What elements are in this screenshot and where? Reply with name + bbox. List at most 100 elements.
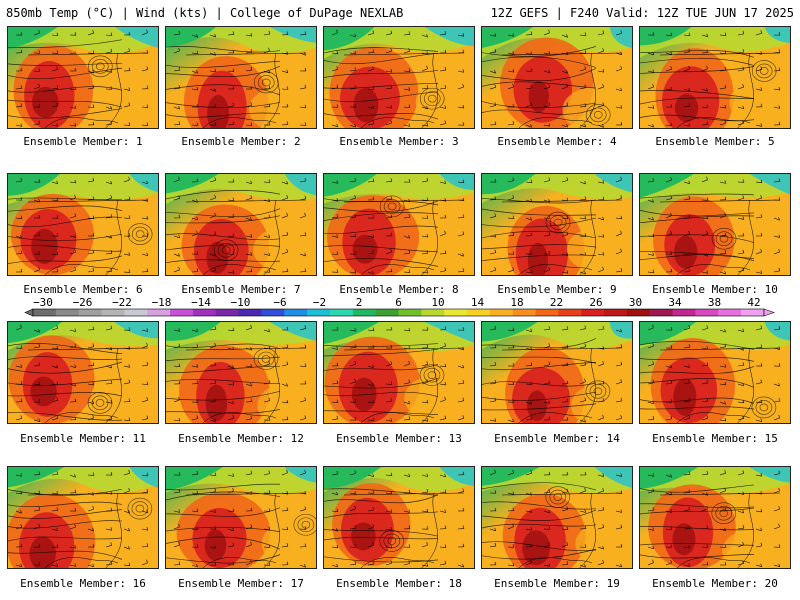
ensemble-map-2 — [165, 26, 317, 129]
colorbar-swatch — [604, 309, 628, 316]
ensemble-map-20 — [639, 466, 791, 569]
colorbar-tick-label: −6 — [273, 296, 286, 309]
ensemble-member-label: Ensemble Member: 17 — [178, 577, 304, 590]
ensemble-map-17 — [165, 466, 317, 569]
colorbar-swatch — [261, 309, 285, 316]
colorbar-swatch — [467, 309, 491, 316]
ensemble-member-label: Ensemble Member: 18 — [336, 577, 462, 590]
colorbar-swatch — [352, 309, 377, 316]
colorbar-swatch — [170, 309, 194, 316]
colorbar-tick-label: −14 — [191, 296, 211, 309]
colorbar-tick-label: 18 — [510, 296, 523, 309]
temperature-field-map — [166, 174, 316, 275]
ensemble-map-9 — [481, 173, 633, 276]
temperature-field-map — [324, 174, 474, 275]
ensemble-member-label: Ensemble Member: 1 — [23, 135, 143, 148]
colorbar-tick-label: 30 — [629, 296, 642, 309]
ensemble-member-label: Ensemble Member: 11 — [20, 432, 146, 445]
ensemble-member-label: Ensemble Member: 10 — [652, 283, 778, 296]
colorbar-swatch — [718, 309, 742, 316]
temperature-field-map — [324, 27, 474, 128]
ensemble-member-label: Ensemble Member: 15 — [652, 432, 778, 445]
temperature-field-map — [640, 322, 790, 423]
colorbar-tick-label: −10 — [231, 296, 251, 309]
colorbar-tick-label: 42 — [747, 296, 760, 309]
ensemble-member-label: Ensemble Member: 13 — [336, 432, 462, 445]
ensemble-map-5 — [639, 26, 791, 129]
ensemble-map-14 — [481, 321, 633, 424]
temperature-field-map — [166, 27, 316, 128]
ensemble-map-3 — [323, 26, 475, 129]
ensemble-member-label: Ensemble Member: 16 — [20, 577, 146, 590]
temperature-field-map — [166, 322, 316, 423]
colorbar-tick-label: 38 — [708, 296, 721, 309]
ensemble-map-7 — [165, 173, 317, 276]
colorbar-swatch — [192, 309, 217, 316]
colorbar-tick-label: 14 — [471, 296, 485, 309]
colorbar-swatch — [649, 309, 674, 316]
colorbar-right-arrow — [763, 308, 775, 317]
temperature-field-map — [8, 27, 158, 128]
header-left: 850mb Temp (°C) | Wind (kts) | College o… — [6, 6, 404, 20]
colorbar-swatch — [307, 309, 331, 316]
temperature-field-map — [640, 174, 790, 275]
temperature-field-map — [482, 467, 632, 568]
colorbar-tick-label: 6 — [395, 296, 402, 309]
colorbar-swatch — [124, 309, 148, 316]
colorbar-tick-label: 34 — [668, 296, 682, 309]
ensemble-map-1 — [7, 26, 159, 129]
ensemble-map-12 — [165, 321, 317, 424]
temperature-field-map — [482, 174, 632, 275]
ensemble-map-13 — [323, 321, 475, 424]
colorbar-swatch — [672, 309, 696, 316]
ensemble-member-label: Ensemble Member: 3 — [339, 135, 459, 148]
ensemble-map-19 — [481, 466, 633, 569]
temperature-field-map — [324, 322, 474, 423]
colorbar-tick-label: −30 — [33, 296, 53, 309]
colorbar-swatch — [238, 309, 262, 316]
ensemble-member-label: Ensemble Member: 8 — [339, 283, 459, 296]
ensemble-member-label: Ensemble Member: 2 — [181, 135, 301, 148]
colorbar-tick-label: −2 — [313, 296, 326, 309]
colorbar-swatch — [444, 309, 468, 316]
colorbar-swatch — [284, 309, 308, 316]
colorbar-tick-label: 10 — [431, 296, 444, 309]
ensemble-map-6 — [7, 173, 159, 276]
ensemble-member-label: Ensemble Member: 7 — [181, 283, 301, 296]
ensemble-map-18 — [323, 466, 475, 569]
colorbar-swatch — [375, 309, 399, 316]
colorbar-swatch — [512, 309, 537, 316]
colorbar-swatch — [695, 309, 719, 316]
colorbar-swatch — [626, 309, 651, 316]
temperature-field-map — [482, 27, 632, 128]
colorbar-swatch — [581, 309, 605, 316]
colorbar-tick-label: 2 — [356, 296, 363, 309]
ensemble-map-16 — [7, 466, 159, 569]
ensemble-member-label: Ensemble Member: 12 — [178, 432, 304, 445]
colorbar-swatch — [535, 309, 559, 316]
colorbar-swatch — [55, 309, 80, 316]
temperature-field-map — [8, 467, 158, 568]
temperature-field-map — [640, 27, 790, 128]
colorbar-swatch — [558, 309, 582, 316]
ensemble-member-label: Ensemble Member: 9 — [497, 283, 617, 296]
colorbar-tick-label: −26 — [73, 296, 93, 309]
ensemble-map-4 — [481, 26, 633, 129]
colorbar-swatch — [398, 309, 422, 316]
colorbar-tick-label: 22 — [550, 296, 563, 309]
temperature-field-map — [166, 467, 316, 568]
colorbar-tick-label: −18 — [152, 296, 172, 309]
ensemble-member-label: Ensemble Member: 4 — [497, 135, 617, 148]
colorbar-left-arrow — [24, 308, 34, 317]
colorbar-swatch — [215, 309, 240, 316]
temperature-field-map — [8, 174, 158, 275]
colorbar-swatch — [101, 309, 125, 316]
ensemble-map-15 — [639, 321, 791, 424]
temperature-field-map — [482, 322, 632, 423]
colorbar-tick-label: −22 — [112, 296, 132, 309]
ensemble-member-label: Ensemble Member: 19 — [494, 577, 620, 590]
colorbar-swatch — [421, 309, 445, 316]
temperature-field-map — [324, 467, 474, 568]
colorbar-tick-label: 26 — [589, 296, 602, 309]
header-right: 12Z GEFS | F240 Valid: 12Z TUE JUN 17 20… — [490, 6, 794, 20]
